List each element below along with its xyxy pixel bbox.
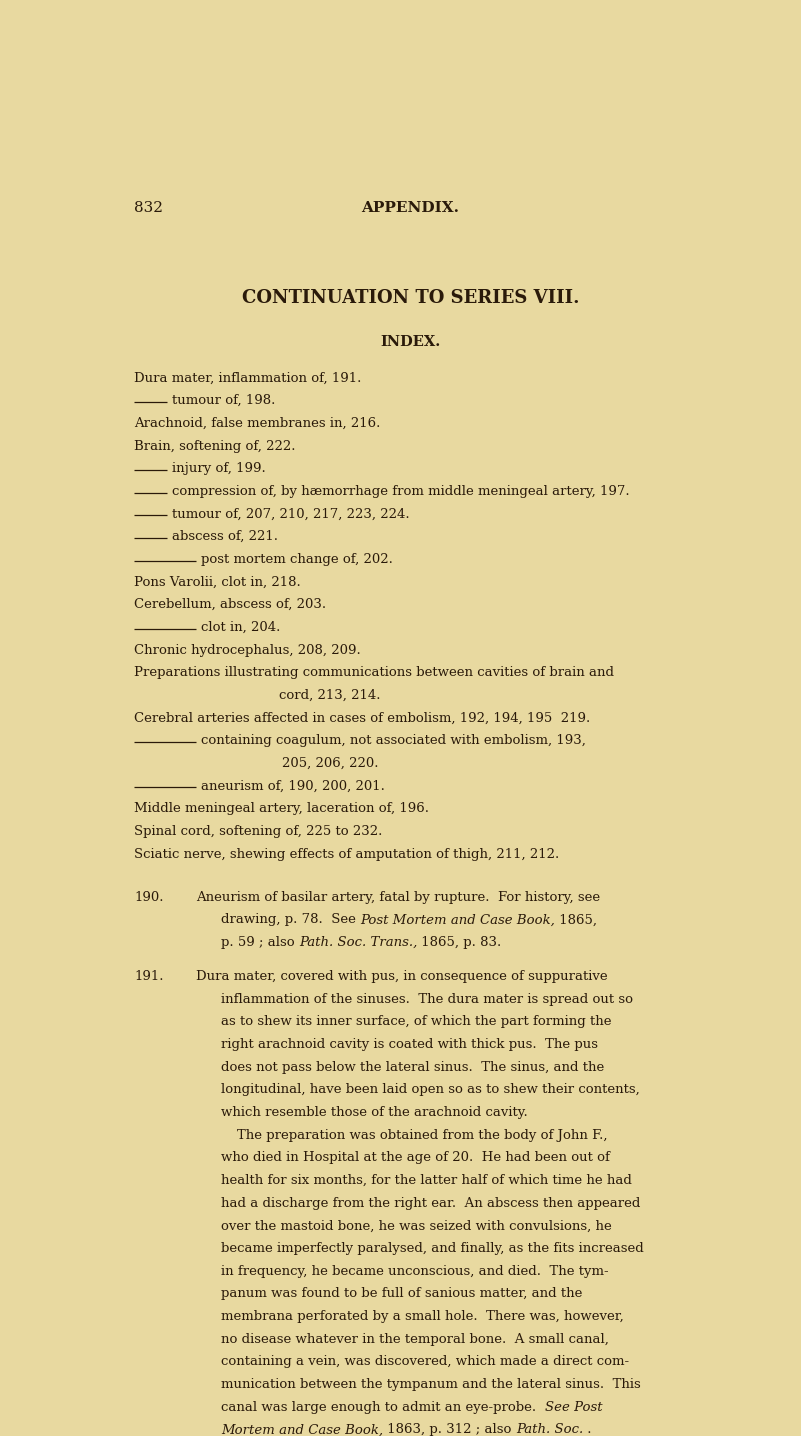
Text: 832: 832 (135, 201, 163, 215)
Text: Path. Soc.: Path. Soc. (516, 1423, 583, 1436)
Text: APPENDIX.: APPENDIX. (361, 201, 460, 215)
Text: Arachnoid, false membranes in, 216.: Arachnoid, false membranes in, 216. (135, 416, 380, 429)
Text: longitudinal, have been laid open so as to shew their contents,: longitudinal, have been laid open so as … (221, 1083, 640, 1096)
Text: no disease whatever in the temporal bone.  A small canal,: no disease whatever in the temporal bone… (221, 1333, 609, 1346)
Text: Spinal cord, softening of, 225 to 232.: Spinal cord, softening of, 225 to 232. (135, 824, 383, 839)
Text: Aneurism of basilar artery, fatal by rupture.  For history, see: Aneurism of basilar artery, fatal by rup… (196, 890, 601, 903)
Text: post mortem change of, 202.: post mortem change of, 202. (201, 553, 393, 566)
Text: The preparation was obtained from the body of John F.,: The preparation was obtained from the bo… (237, 1129, 607, 1142)
Text: p. 59 ; also: p. 59 ; also (221, 936, 299, 949)
Text: tumour of, 207, 210, 217, 223, 224.: tumour of, 207, 210, 217, 223, 224. (172, 507, 410, 521)
Text: injury of, 199.: injury of, 199. (172, 462, 266, 475)
Text: tumour of, 198.: tumour of, 198. (172, 395, 276, 408)
Text: in frequency, he became unconscious, and died.  The tym-: in frequency, he became unconscious, and… (221, 1265, 609, 1278)
Text: Mortem and Case Book,: Mortem and Case Book, (221, 1423, 384, 1436)
Text: drawing, p. 78.  See: drawing, p. 78. See (221, 913, 360, 926)
Text: 191.: 191. (135, 969, 163, 984)
Text: INDEX.: INDEX. (380, 335, 441, 349)
Text: Cerebral arteries affected in cases of embolism, 192, 194, 195  219.: Cerebral arteries affected in cases of e… (135, 712, 590, 725)
Text: does not pass below the lateral sinus.  The sinus, and the: does not pass below the lateral sinus. T… (221, 1061, 605, 1074)
Text: containing a vein, was discovered, which made a direct com-: containing a vein, was discovered, which… (221, 1356, 630, 1369)
Text: abscess of, 221.: abscess of, 221. (172, 530, 278, 543)
Text: who died in Hospital at the age of 20.  He had been out of: who died in Hospital at the age of 20. H… (221, 1152, 610, 1165)
Text: Sciatic nerve, shewing effects of amputation of thigh, 211, 212.: Sciatic nerve, shewing effects of amputa… (135, 847, 560, 860)
Text: over the mastoid bone, he was seized with convulsions, he: over the mastoid bone, he was seized wit… (221, 1219, 612, 1232)
Text: Chronic hydrocephalus, 208, 209.: Chronic hydrocephalus, 208, 209. (135, 643, 361, 656)
Text: 205, 206, 220.: 205, 206, 220. (282, 757, 378, 770)
Text: cord, 213, 214.: cord, 213, 214. (279, 689, 380, 702)
Text: compression of, by hæmorrhage from middle meningeal artery, 197.: compression of, by hæmorrhage from middl… (172, 485, 630, 498)
Text: Preparations illustrating communications between cavities of brain and: Preparations illustrating communications… (135, 666, 614, 679)
Text: as to shew its inner surface, of which the part forming the: as to shew its inner surface, of which t… (221, 1015, 612, 1028)
Text: 1863, p. 312 ; also: 1863, p. 312 ; also (384, 1423, 516, 1436)
Text: which resemble those of the arachnoid cavity.: which resemble those of the arachnoid ca… (221, 1106, 528, 1119)
Text: aneurism of, 190, 200, 201.: aneurism of, 190, 200, 201. (201, 780, 385, 793)
Text: 1865, p. 83.: 1865, p. 83. (417, 936, 501, 949)
Text: health for six months, for the latter half of which time he had: health for six months, for the latter ha… (221, 1175, 632, 1188)
Text: Path. Soc. Trans.,: Path. Soc. Trans., (299, 936, 417, 949)
Text: 1865,: 1865, (555, 913, 598, 926)
Text: panum was found to be full of sanious matter, and the: panum was found to be full of sanious ma… (221, 1287, 582, 1301)
Text: had a discharge from the right ear.  An abscess then appeared: had a discharge from the right ear. An a… (221, 1196, 641, 1209)
Text: inflammation of the sinuses.  The dura mater is spread out so: inflammation of the sinuses. The dura ma… (221, 992, 633, 1005)
Text: right arachnoid cavity is coated with thick pus.  The pus: right arachnoid cavity is coated with th… (221, 1038, 598, 1051)
Text: canal was large enough to admit an eye-probe.: canal was large enough to admit an eye-p… (221, 1400, 545, 1413)
Text: Post Mortem and Case Book,: Post Mortem and Case Book, (360, 913, 555, 926)
Text: membrana perforated by a small hole.  There was, however,: membrana perforated by a small hole. The… (221, 1310, 624, 1323)
Text: Pons Varolii, clot in, 218.: Pons Varolii, clot in, 218. (135, 576, 301, 589)
Text: clot in, 204.: clot in, 204. (201, 620, 280, 633)
Text: Middle meningeal artery, laceration of, 196.: Middle meningeal artery, laceration of, … (135, 803, 429, 816)
Text: .: . (583, 1423, 592, 1436)
Text: See Post: See Post (545, 1400, 602, 1413)
Text: Dura mater, covered with pus, in consequence of suppurative: Dura mater, covered with pus, in consequ… (196, 969, 608, 984)
Text: CONTINUATION TO SERIES VIII.: CONTINUATION TO SERIES VIII. (242, 289, 579, 307)
Text: became imperfectly paralysed, and finally, as the fits increased: became imperfectly paralysed, and finall… (221, 1242, 644, 1255)
Text: containing coagulum, not associated with embolism, 193,: containing coagulum, not associated with… (201, 734, 586, 747)
Text: Brain, softening of, 222.: Brain, softening of, 222. (135, 439, 296, 452)
Text: munication between the tympanum and the lateral sinus.  This: munication between the tympanum and the … (221, 1379, 641, 1391)
Text: Dura mater, inflammation of, 191.: Dura mater, inflammation of, 191. (135, 372, 361, 385)
Text: 190.: 190. (135, 890, 163, 903)
Text: Cerebellum, abscess of, 203.: Cerebellum, abscess of, 203. (135, 599, 326, 612)
